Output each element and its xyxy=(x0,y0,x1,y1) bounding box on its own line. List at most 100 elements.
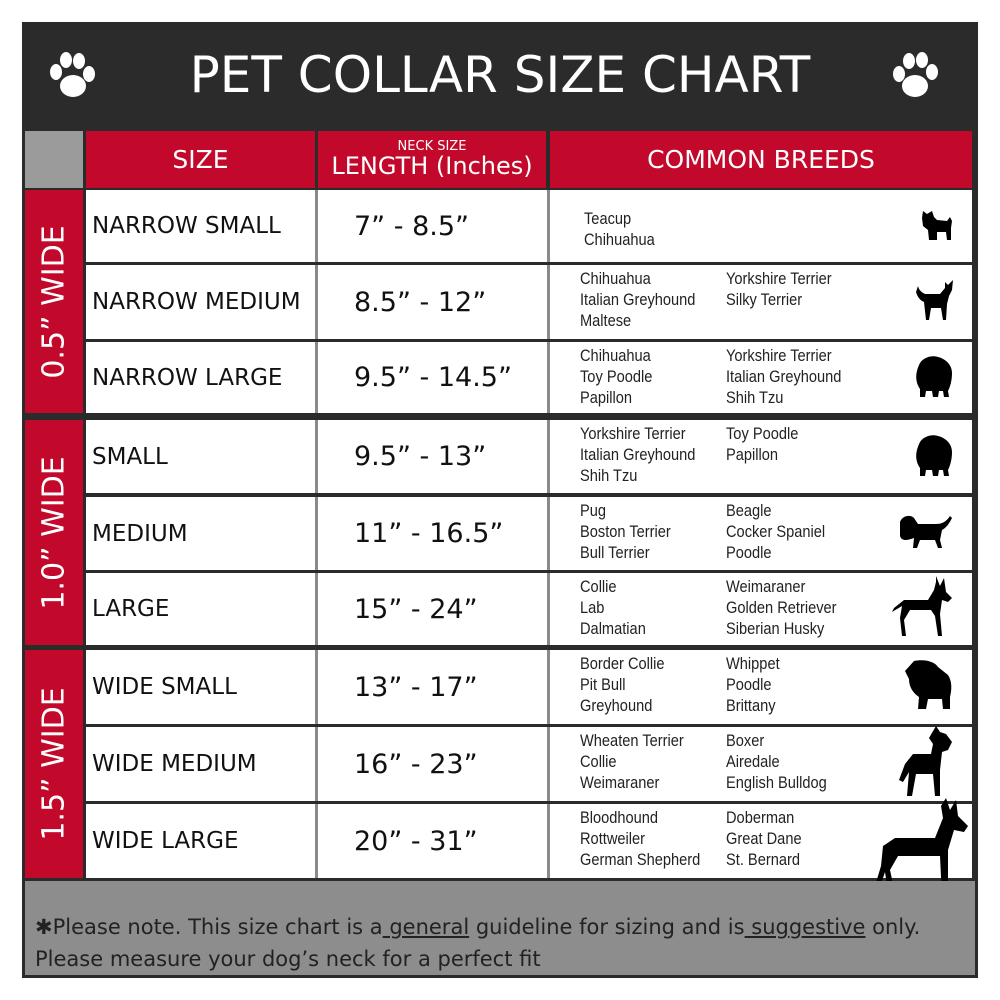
breeds-list-right: Yorkshire Terrier Italian Greyhound Shih T… xyxy=(726,345,841,408)
length-cell: 9.5” - 13” xyxy=(354,441,487,472)
divider xyxy=(547,650,550,724)
size-cell: WIDE SMALL xyxy=(92,674,237,700)
divider xyxy=(547,265,550,339)
header-size: SIZE xyxy=(86,131,315,188)
breed-name: English Bulldog xyxy=(726,773,827,792)
breed-name: St. Bernard xyxy=(726,850,800,869)
breed-name: Bloodhound xyxy=(580,808,659,827)
breed-name: Chihuahua xyxy=(584,230,655,249)
breed-name: Boxer xyxy=(726,731,765,750)
breed-name: Siberian Husky xyxy=(726,619,825,638)
footer-note: ✱Please note. This size chart is a gener… xyxy=(25,881,975,975)
breed-name: Silky Terrier xyxy=(726,290,803,309)
breed-name: Pug xyxy=(580,501,607,520)
table-row: WIDE SMALL 13” - 17” Border Collie Pit Bu… xyxy=(86,650,972,724)
breed-name: Airedale xyxy=(726,752,780,771)
length-cell: 11” - 16.5” xyxy=(354,518,504,549)
length-cell: 15” - 24” xyxy=(354,593,478,625)
divider xyxy=(315,420,318,493)
size-cell: WIDE LARGE xyxy=(92,828,239,854)
breeds-list-left: Collie Lab Dalmatian xyxy=(580,576,646,639)
breed-name: Brittany xyxy=(726,696,776,715)
breeds-list-left: Chihuahua Toy Poodle Papillon xyxy=(580,345,652,408)
breeds-list-left: Teacup Chihuahua xyxy=(584,208,655,250)
paw-icon xyxy=(50,52,95,97)
breed-name: Doberman xyxy=(726,808,795,827)
breed-name: Yorkshire Terrier xyxy=(580,424,686,443)
group-label: 1.5” WIDE xyxy=(25,650,83,878)
breed-name: Whippet xyxy=(726,654,780,673)
breed-name: Pit Bull xyxy=(580,675,626,694)
breed-name: Weimaraner xyxy=(580,773,660,792)
breeds-list-right: Boxer Airedale English Bulldog xyxy=(726,730,827,793)
divider xyxy=(315,342,318,413)
group-label: 1.0” WIDE xyxy=(25,420,83,645)
breed-name: Collie xyxy=(580,752,617,771)
divider xyxy=(315,573,318,645)
breeds-list-right: Doberman Great Dane St. Bernard xyxy=(726,807,802,870)
table-row: MEDIUM 11” - 16.5” Pug Boston Terrier Bull… xyxy=(86,497,972,570)
fluffy-dog-silhouette-icon xyxy=(914,432,954,482)
breed-name: Toy Poodle xyxy=(580,367,653,386)
table-row: NARROW MEDIUM 8.5” - 12” Chihuahua Italia… xyxy=(86,265,972,339)
length-cell: 16” - 23” xyxy=(354,748,478,780)
shepherd-silhouette-icon xyxy=(890,574,954,644)
divider xyxy=(315,804,318,878)
header-length-sub: NECK SIZE xyxy=(397,138,467,154)
breeds-list-left: Pug Boston Terrier Bull Terrier xyxy=(580,500,671,563)
pitbull-silhouette-icon xyxy=(894,726,954,802)
length-cell: 20” - 31” xyxy=(354,825,478,857)
breed-name: Cocker Spaniel xyxy=(726,522,826,541)
divider xyxy=(547,420,550,493)
header-breeds: COMMON BREEDS xyxy=(550,131,972,188)
breed-name: Toy Poodle xyxy=(726,424,799,443)
breed-name: Papillon xyxy=(726,445,779,464)
divider xyxy=(315,190,318,262)
table-row: WIDE LARGE 20” - 31” Bloodhound Rottweile… xyxy=(86,798,972,898)
length-cell: 9.5” - 14.5” xyxy=(354,362,512,393)
header-corner xyxy=(25,131,83,188)
group-label: 0.5” WIDE xyxy=(25,190,83,413)
breeds-list-right: Whippet Poodle Brittany xyxy=(726,653,780,716)
table-row: WIDE MEDIUM 16” - 23” Wheaten Terrier Col… xyxy=(86,726,972,802)
size-cell: WIDE MEDIUM xyxy=(92,751,257,777)
size-cell: SMALL xyxy=(92,443,168,470)
paw-icon xyxy=(893,52,938,97)
breeds-cell: Bloodhound Rottweiler German Shepherd Dobe… xyxy=(550,798,972,898)
breed-name: Shih Tzu xyxy=(726,388,784,407)
divider xyxy=(547,727,550,801)
divider xyxy=(315,650,318,724)
breeds-list-left: Wheaten Terrier Collie Weimaraner xyxy=(580,730,684,793)
breed-name: German Shepherd xyxy=(580,850,701,869)
table-row: NARROW SMALL 7” - 8.5” Teacup Chihuahua xyxy=(86,190,972,262)
divider xyxy=(315,727,318,801)
breed-name: Italian Greyhound xyxy=(580,445,696,464)
divider xyxy=(315,497,318,570)
breed-name: Greyhound xyxy=(580,696,653,715)
size-cell: NARROW SMALL xyxy=(92,213,281,239)
length-cell: 13” - 17” xyxy=(354,671,478,703)
breed-name: Shih Tzu xyxy=(580,466,638,485)
length-cell: 7” - 8.5” xyxy=(354,210,470,242)
breed-name: Lab xyxy=(580,598,605,617)
table-row: NARROW LARGE 9.5” - 14.5” Chihuahua Toy P… xyxy=(86,342,972,413)
breed-name: Yorkshire Terrier xyxy=(726,269,832,288)
breed-name: Beagle xyxy=(726,501,772,520)
divider xyxy=(547,497,550,570)
header-length-label: LENGTH (Inches) xyxy=(331,151,533,180)
size-cell: MEDIUM xyxy=(92,520,188,547)
breed-name: Border Collie xyxy=(580,654,665,673)
header-breeds-label: COMMON BREEDS xyxy=(647,145,875,174)
breed-name: Boston Terrier xyxy=(580,522,671,541)
breeds-list-left: Chihuahua Italian Greyhound Maltese xyxy=(580,268,695,331)
header-length: NECK SIZE LENGTH (Inches) xyxy=(318,131,546,188)
size-cell: NARROW MEDIUM xyxy=(92,289,301,315)
chart-title: PET COLLAR SIZE CHART xyxy=(189,46,811,104)
breed-name: Dalmatian xyxy=(580,619,646,638)
breed-name: Papillon xyxy=(580,388,633,407)
size-cell: NARROW LARGE xyxy=(92,364,283,391)
breed-name: Italian Greyhound xyxy=(580,290,696,309)
breeds-list-right: Weimaraner Golden Retriever Siberian Husky xyxy=(726,576,837,639)
doberman-silhouette-icon xyxy=(868,798,968,902)
breed-name: Chihuahua xyxy=(580,269,651,288)
